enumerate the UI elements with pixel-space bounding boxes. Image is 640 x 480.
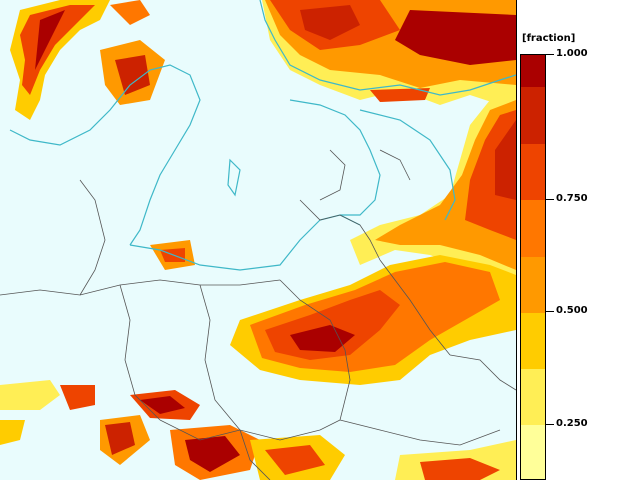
legend-swatch: [521, 55, 545, 87]
legend-tick-mark: [546, 54, 554, 55]
legend-swatch: [521, 199, 545, 257]
norway-field: [10, 0, 165, 120]
central-belt-field: [150, 240, 516, 385]
eastern-band-field: [350, 90, 516, 290]
map-svg: [0, 0, 516, 480]
legend-swatch: [521, 87, 545, 144]
legend-tick-label: 0.500: [556, 305, 588, 317]
southern-field: [0, 380, 516, 480]
legend-tick-label: 0.250: [556, 417, 588, 429]
borders: [0, 149, 516, 480]
legend-tick-mark: [546, 198, 554, 200]
legend-swatch: [521, 312, 545, 370]
legend-tick-label: 0.750: [556, 192, 588, 204]
map-panel: [0, 0, 517, 480]
legend-colorbar: [520, 54, 546, 480]
legend-swatch: [521, 424, 545, 479]
finland-field: [262, 0, 516, 110]
legend-swatch: [521, 255, 545, 313]
legend-swatch: [521, 143, 545, 201]
legend-swatch: [521, 368, 545, 426]
legend-tick-label: 1.000: [556, 48, 588, 59]
legend-tick-mark: [546, 311, 554, 313]
coastlines: [9, 0, 516, 271]
legend-tick-mark: [546, 423, 554, 425]
legend-title: [fraction]: [522, 33, 576, 44]
